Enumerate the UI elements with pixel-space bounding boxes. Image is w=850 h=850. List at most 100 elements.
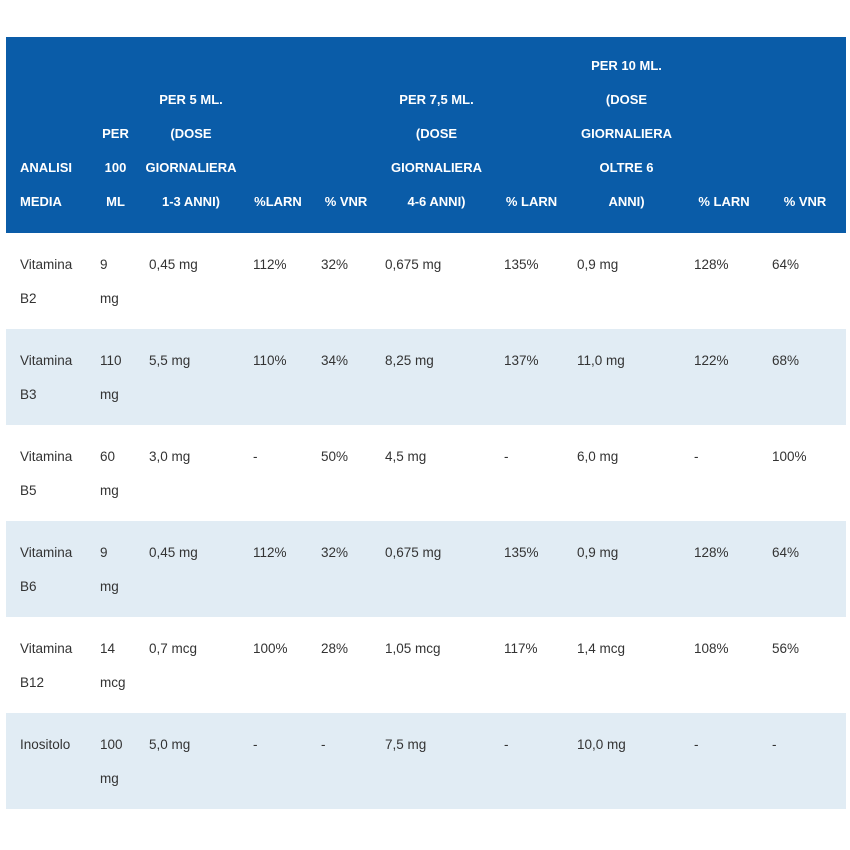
cell-line: B2: [20, 291, 37, 306]
cell-line: mg: [100, 291, 119, 306]
cell-line: 112%: [253, 257, 287, 272]
cell-per-10-ml: 11,0 mg: [569, 329, 684, 425]
cell-line: mg: [100, 771, 119, 786]
cell-per-7-5-ml: 0,675 mg: [379, 521, 494, 617]
cell-line: B3: [20, 387, 37, 402]
header-cell-per-100-ml: PER 100 ML: [92, 37, 139, 233]
cell-per-100-ml: 100 mg: [92, 713, 139, 809]
cell-per-7-5-ml: 8,25 mg: [379, 329, 494, 425]
cell-line: -: [694, 449, 699, 464]
table-header: ANALISI MEDIA PER 100 ML PER 5 ML. (DOSE…: [6, 37, 846, 233]
cell-line: 32%: [321, 545, 349, 560]
cell-per-5-ml: 3,0 mg: [139, 425, 243, 521]
cell-vnr-5-ml: 32%: [313, 521, 379, 617]
header-cell-larn-2: % LARN: [494, 37, 569, 233]
cell-line: 0,9 mg: [577, 257, 619, 272]
cell-per-10-ml: 1,4 mcg: [569, 617, 684, 713]
header-line: (DOSE: [415, 126, 458, 141]
cell-line: -: [504, 449, 509, 464]
cell-larn-7-5-ml: 135%: [494, 233, 569, 329]
cell-vnr-5-ml: 34%: [313, 329, 379, 425]
cell-line: 28%: [321, 641, 349, 656]
cell-line: -: [253, 737, 258, 752]
cell-line: 110%: [253, 353, 287, 368]
cell-per-10-ml: 10,0 mg: [569, 713, 684, 809]
cell-larn-5-ml: 110%: [243, 329, 313, 425]
header-line: GIORNALIERA: [581, 126, 672, 141]
header-line: OLTRE 6: [599, 160, 654, 175]
cell-line: -: [694, 737, 699, 752]
header-cell-per-7-5-ml: PER 7,5 ML. (DOSE GIORNALIERA 4-6 ANNI): [379, 37, 494, 233]
cell-line: 110: [100, 353, 122, 368]
cell-larn-7-5-ml: 137%: [494, 329, 569, 425]
cell-line: 128%: [694, 545, 729, 560]
cell-larn-10-ml: -: [684, 425, 764, 521]
cell-line: 64%: [772, 545, 800, 560]
cell-line: B12: [20, 675, 45, 690]
cell-line: Inositolo: [20, 737, 71, 752]
cell-line: 9: [100, 257, 108, 272]
table-row: Vitamina B12 14 mcg 0,7 mcg 100% 28% 1,05 mcg 11…: [6, 617, 846, 713]
cell-line: 135%: [504, 257, 539, 272]
cell-line: 0,675 mg: [385, 545, 442, 560]
nutrition-table: ANALISI MEDIA PER 100 ML PER 5 ML. (DOSE…: [6, 37, 846, 809]
cell-nutrient: Vitamina B6: [6, 521, 92, 617]
cell-line: mg: [100, 579, 119, 594]
cell-vnr-10-ml: 100%: [764, 425, 846, 521]
cell-line: 34%: [321, 353, 349, 368]
cell-per-10-ml: 0,9 mg: [569, 521, 684, 617]
cell-line: -: [504, 737, 509, 752]
cell-nutrient: Vitamina B3: [6, 329, 92, 425]
cell-line: 14: [100, 641, 116, 656]
header-line: 100: [104, 160, 127, 175]
cell-larn-5-ml: 100%: [243, 617, 313, 713]
cell-vnr-10-ml: 64%: [764, 521, 846, 617]
header-cell-vnr-1: % VNR: [313, 37, 379, 233]
cell-line: -: [772, 737, 777, 752]
header-cell-vnr-2: % VNR: [764, 37, 846, 233]
cell-line: 128%: [694, 257, 729, 272]
cell-line: mg: [100, 483, 119, 498]
cell-line: B6: [20, 579, 37, 594]
header-line: PER: [102, 126, 129, 141]
cell-nutrient: Inositolo: [6, 713, 92, 809]
cell-line: 1,4 mcg: [577, 641, 626, 656]
cell-per-5-ml: 0,45 mg: [139, 233, 243, 329]
cell-nutrient: Vitamina B5: [6, 425, 92, 521]
header-line: (DOSE: [605, 92, 648, 107]
cell-line: -: [253, 449, 258, 464]
table-body: Vitamina B2 9 mg 0,45 mg 112% 32% 0,675 mg 135% 0…: [6, 233, 846, 809]
cell-line: Vitamina: [20, 353, 73, 368]
cell-line: 32%: [321, 257, 349, 272]
header-cell-per-5-ml: PER 5 ML. (DOSE GIORNALIERA 1-3 ANNI): [139, 37, 243, 233]
cell-vnr-5-ml: 32%: [313, 233, 379, 329]
cell-line: 0,45 mg: [149, 257, 198, 272]
cell-larn-7-5-ml: -: [494, 713, 569, 809]
cell-line: 64%: [772, 257, 800, 272]
cell-vnr-10-ml: 64%: [764, 233, 846, 329]
cell-per-100-ml: 14 mcg: [92, 617, 139, 713]
cell-line: 0,675 mg: [385, 257, 442, 272]
cell-line: 0,9 mg: [577, 545, 619, 560]
header-line: % VNR: [783, 194, 827, 209]
header-line: PER 7,5 ML.: [399, 92, 474, 107]
cell-line: 7,5 mg: [385, 737, 427, 752]
cell-larn-5-ml: 112%: [243, 233, 313, 329]
header-line: PER 10 ML.: [591, 58, 662, 73]
cell-line: 11,0 mg: [577, 353, 625, 368]
cell-line: 60: [100, 449, 116, 464]
table-row: Vitamina B5 60 mg 3,0 mg - 50% 4,5 mg - 6,0 mg - 10…: [6, 425, 846, 521]
header-line: PER 5 ML.: [159, 92, 223, 107]
cell-per-100-ml: 60 mg: [92, 425, 139, 521]
cell-larn-5-ml: -: [243, 425, 313, 521]
cell-per-10-ml: 6,0 mg: [569, 425, 684, 521]
header-line: ML: [106, 194, 125, 209]
cell-line: 117%: [504, 641, 538, 656]
cell-per-7-5-ml: 0,675 mg: [379, 233, 494, 329]
cell-per-100-ml: 110 mg: [92, 329, 139, 425]
cell-larn-10-ml: -: [684, 713, 764, 809]
header-line: GIORNALIERA: [145, 160, 237, 175]
cell-larn-7-5-ml: 135%: [494, 521, 569, 617]
header-cell-larn-3: % LARN: [684, 37, 764, 233]
cell-per-5-ml: 5,5 mg: [139, 329, 243, 425]
